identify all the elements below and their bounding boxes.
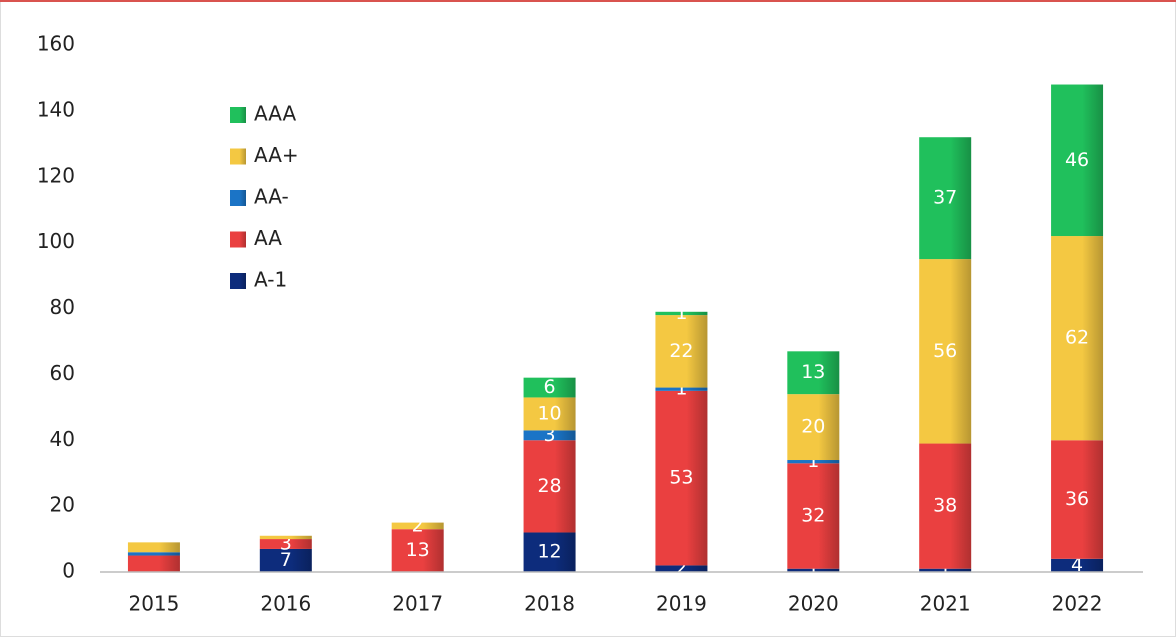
bar-segment: [787, 351, 840, 395]
data-label: 56: [933, 340, 957, 362]
legend-label: AA+: [254, 143, 299, 167]
y-tick-label: 20: [50, 493, 75, 517]
bar-segment: [1051, 236, 1104, 441]
bar-segment: [523, 397, 576, 431]
data-label: 6: [544, 376, 556, 398]
bar-segment: [523, 440, 576, 533]
bar-segment: [655, 387, 708, 391]
data-label: 46: [1065, 149, 1089, 171]
bar-segment: [787, 463, 840, 569]
data-label: 28: [537, 475, 561, 497]
bar-segment: [523, 430, 576, 441]
bar-segment: [391, 522, 444, 530]
bar-segment: [787, 568, 840, 572]
bar-segment: [127, 552, 180, 556]
bar-segment: [259, 539, 312, 549]
legend-swatch: [230, 231, 246, 248]
data-label: 1: [675, 302, 687, 324]
bar-segment: [127, 542, 180, 553]
data-label: 13: [406, 539, 430, 561]
bar-segment: [1051, 558, 1104, 572]
y-tick-label: 100: [37, 229, 75, 253]
bar-segment: [523, 532, 576, 572]
bar-segment: [655, 311, 708, 316]
legend-swatch: [230, 273, 246, 289]
legend-swatch: [230, 190, 246, 206]
x-tick-label: 2020: [788, 592, 839, 616]
y-tick-label: 80: [50, 295, 75, 319]
bar-segment: [787, 394, 840, 461]
bar-segment: [919, 568, 972, 572]
legend-swatch: [230, 148, 246, 165]
data-label: 22: [669, 340, 693, 362]
data-label: 4: [1071, 554, 1083, 576]
data-label: 32: [801, 505, 825, 527]
bar-segment: [919, 259, 972, 444]
y-tick-label: 160: [37, 32, 75, 56]
legend-label: AA-: [254, 185, 289, 209]
y-tick-label: 60: [50, 361, 75, 385]
data-label: 2: [412, 514, 424, 536]
data-label: 13: [801, 361, 825, 383]
y-tick-label: 120: [37, 163, 75, 187]
bar-segment: [919, 137, 972, 260]
bar-segment: [391, 529, 444, 572]
x-tick-label: 2017: [392, 592, 443, 616]
x-tick-label: 2022: [1052, 592, 1103, 616]
legend-swatch: [230, 107, 246, 123]
x-tick-label: 2015: [128, 592, 179, 616]
data-label: 62: [1065, 327, 1089, 349]
legend-label: A-1: [254, 268, 287, 292]
bar-segment: [259, 548, 312, 572]
data-label: 53: [669, 467, 693, 489]
bar-segment: [787, 460, 840, 464]
legend-label: AAA: [254, 102, 296, 126]
x-tick-label: 2018: [524, 592, 575, 616]
data-label: 20: [801, 416, 825, 438]
data-label: 36: [1065, 488, 1089, 510]
legend-label: AA: [254, 226, 282, 250]
bar-segment: [1051, 84, 1104, 237]
y-tick-label: 0: [62, 559, 75, 583]
data-label: 7: [280, 549, 292, 571]
x-tick-label: 2021: [920, 592, 971, 616]
bar-segment: [919, 443, 972, 569]
bar-segment: [655, 315, 708, 388]
y-tick-label: 140: [37, 97, 75, 121]
data-label: 37: [933, 187, 957, 209]
bar-segment: [127, 555, 180, 572]
bar-segment: [259, 535, 312, 540]
x-tick-label: 2019: [656, 592, 707, 616]
bar-segment: [655, 565, 708, 572]
data-label: 38: [933, 495, 957, 517]
data-label: 10: [537, 402, 561, 424]
bar-segment: [655, 390, 708, 566]
y-tick-label: 40: [50, 427, 75, 451]
bar-segment: [1051, 440, 1104, 559]
bar-segment: [523, 377, 576, 398]
x-tick-label: 2016: [260, 592, 311, 616]
data-label: 12: [537, 541, 561, 563]
